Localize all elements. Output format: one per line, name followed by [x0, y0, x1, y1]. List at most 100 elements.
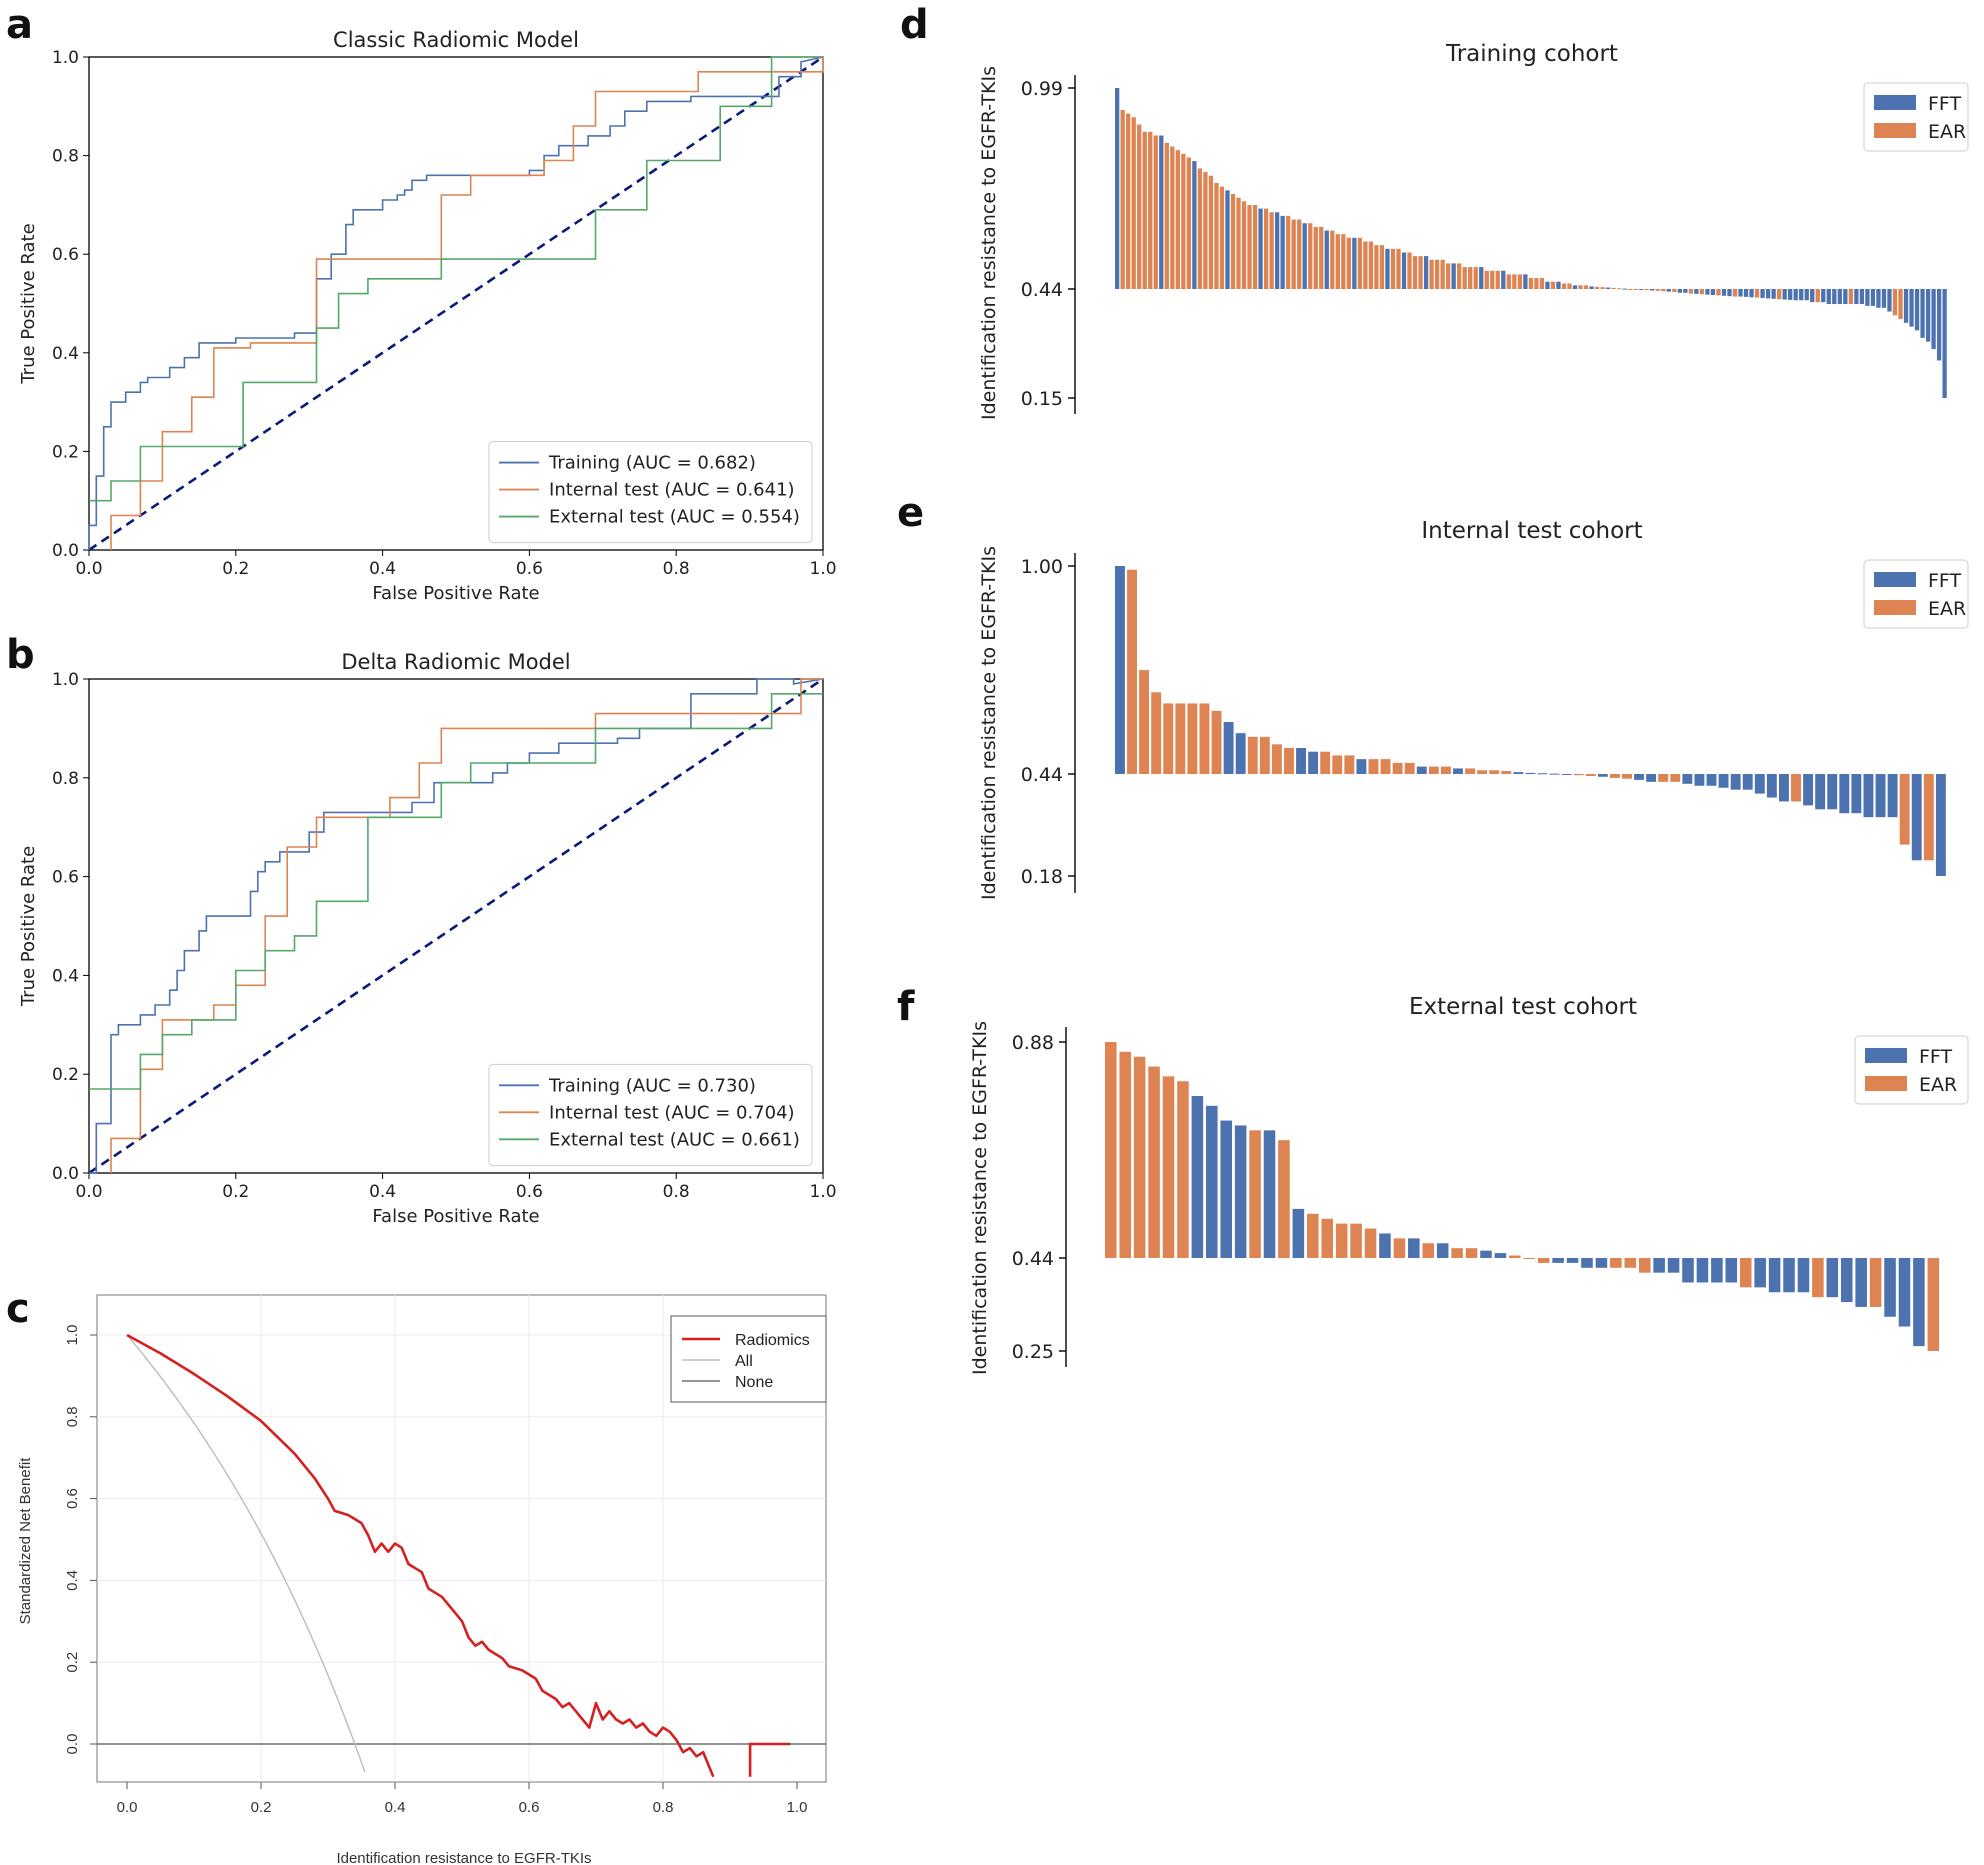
bar-ear: [1344, 755, 1355, 774]
bar-ear: [1428, 766, 1439, 774]
bar-ear: [1517, 274, 1523, 289]
bar-fft: [1903, 289, 1909, 323]
bar-fft: [1863, 774, 1874, 818]
y-tick-label: 1.00: [1021, 556, 1063, 578]
bar-fft: [1324, 230, 1329, 289]
bar-fft: [1235, 733, 1246, 774]
bar-fft: [1561, 774, 1572, 775]
radiomics-curve: [126, 1333, 715, 1778]
bar-fft: [1705, 289, 1710, 295]
x-tick-label: 0.0: [75, 1182, 102, 1202]
bar-fft: [1920, 289, 1925, 338]
bar-fft: [1718, 774, 1729, 788]
bar-ear: [1429, 259, 1434, 289]
chart-title: Classic Radiomic Model: [333, 28, 579, 52]
bar-ear: [1732, 289, 1738, 297]
bar-ear: [1567, 283, 1572, 289]
bar-ear: [1477, 770, 1488, 774]
y-tick-label: 0.18: [1021, 866, 1063, 888]
y-axis-label: Standardized Net Benefit: [17, 1457, 34, 1625]
legend-box: [488, 1063, 813, 1167]
bar-fft: [1159, 135, 1164, 289]
y-axis-label: Identification resistance to EGFR-TKIs: [978, 546, 1000, 900]
bar-fft: [1754, 774, 1765, 794]
bar-fft: [1925, 289, 1931, 342]
bar-ear: [1791, 774, 1801, 802]
bar-ear: [1622, 774, 1632, 779]
y-tick-label: 0.2: [64, 1652, 81, 1673]
bar-fft: [1501, 270, 1506, 289]
bar-ear: [1321, 1218, 1334, 1258]
bar-fft: [1220, 1120, 1232, 1258]
bar-ear: [1120, 109, 1125, 290]
bar-fft: [1694, 774, 1705, 786]
bar-fft: [1876, 289, 1881, 308]
bar-ear: [1754, 289, 1760, 298]
y-tick-label: 0.6: [52, 868, 79, 888]
bar-ear: [1332, 755, 1343, 774]
bar-fft: [1837, 289, 1842, 305]
bar-ear: [1583, 285, 1589, 289]
x-axis-label: False Positive Rate: [372, 583, 539, 604]
bar-fft: [1696, 1258, 1709, 1283]
bar-ear: [1308, 223, 1313, 289]
y-axis-label: Identification resistance to EGFR-TKIs: [969, 1021, 991, 1375]
bar-ear: [1537, 1258, 1550, 1263]
bar-ear: [1153, 135, 1158, 289]
bar-fft: [1909, 289, 1914, 327]
bar-fft: [1843, 289, 1848, 305]
waterfall-training-panel: Training cohort 0.99 0.44 0.15 Identificatio…: [978, 41, 1969, 420]
bar-ear: [1269, 212, 1274, 289]
bar-fft: [1694, 289, 1699, 294]
bar-fft: [1821, 289, 1826, 303]
bar-ear: [1609, 774, 1620, 778]
bar-ear: [1776, 289, 1782, 300]
x-tick-label: 0.6: [516, 559, 543, 579]
bar-ear: [1688, 289, 1694, 294]
bar-ear: [1451, 1248, 1463, 1258]
y-tick-label: 0.25: [1012, 1341, 1054, 1363]
bar-fft: [1884, 1258, 1896, 1317]
y-axis-label: True Positive Rate: [18, 223, 39, 384]
bar-fft: [1911, 774, 1922, 861]
bar-fft: [1552, 1258, 1564, 1263]
y-tick-label: 0.4: [64, 1570, 81, 1591]
y-axis-label: True Positive Rate: [18, 846, 39, 1007]
bar-fft: [1653, 1258, 1665, 1273]
bar-ear: [1396, 248, 1401, 289]
bar-fft: [1840, 1258, 1853, 1303]
bar-ear: [1465, 768, 1475, 774]
bar-fft: [1855, 1258, 1867, 1307]
panel-letter-d: d: [900, 2, 929, 48]
y-tick-label: 0.8: [52, 147, 79, 167]
bar-ear: [1550, 281, 1556, 289]
y-tick-label: 0.44: [1021, 279, 1063, 301]
bar-fft: [1783, 1258, 1795, 1293]
bar-fft: [1727, 289, 1732, 297]
bar-ear: [1177, 1081, 1189, 1258]
x-tick-label: 0.2: [251, 1799, 272, 1816]
bar-fft: [1815, 774, 1826, 810]
bar-ear: [1252, 204, 1258, 289]
bar-ear: [1633, 289, 1638, 290]
legend-entry-ear: EAR: [1928, 598, 1966, 620]
roc-curve-training: [89, 678, 824, 1174]
x-tick-label: 0.6: [516, 1182, 543, 1202]
bar-ear: [1489, 770, 1500, 774]
bar-fft: [1537, 773, 1548, 775]
bar-ear: [1923, 774, 1934, 861]
x-tick-label: 0.4: [385, 1799, 406, 1816]
bar-fft: [1865, 289, 1870, 306]
bar-ear: [1655, 289, 1660, 291]
y-tick-label: 0.6: [64, 1488, 81, 1509]
bar-ear: [1512, 274, 1517, 289]
bar-fft: [1513, 772, 1524, 774]
bar-ear: [1670, 774, 1681, 782]
bar-ear: [1363, 241, 1368, 289]
roc-curve-internal: [110, 57, 824, 550]
bar-fft: [1423, 256, 1429, 289]
y-tick-label: 0.2: [52, 442, 79, 462]
bar-ear: [1528, 278, 1534, 289]
bar-ear: [1490, 270, 1495, 289]
